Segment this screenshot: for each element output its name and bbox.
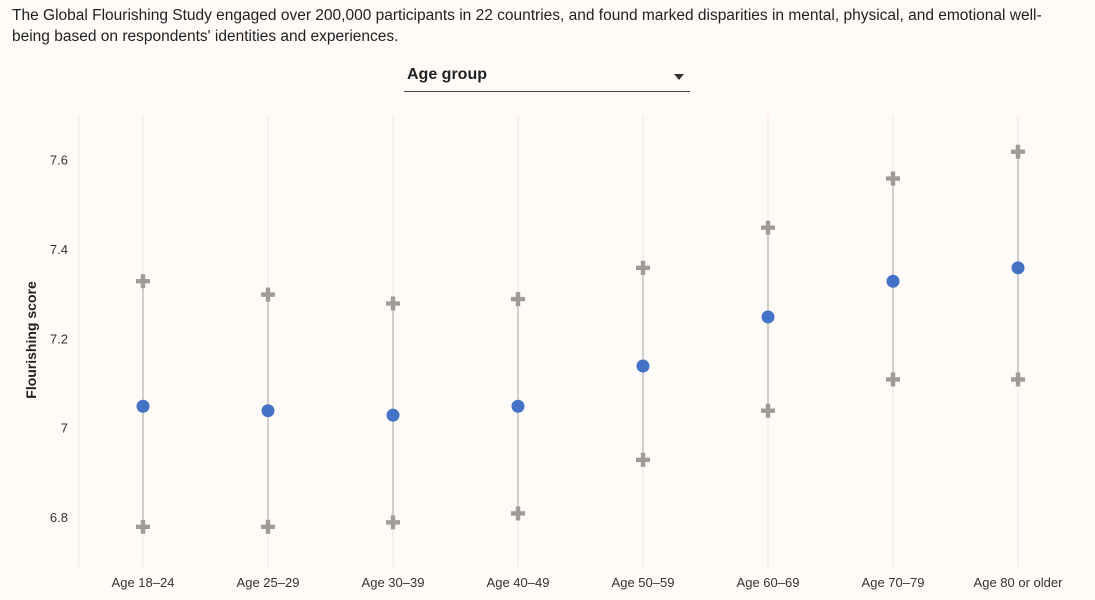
mean-point — [511, 399, 525, 413]
lower-bound-marker — [636, 452, 650, 467]
lower-bound-marker — [761, 403, 775, 418]
upper-bound-marker — [386, 296, 400, 311]
plus-vertical — [890, 171, 896, 186]
upper-bound-marker — [511, 292, 525, 307]
x-tick-label: Age 30–39 — [362, 575, 425, 590]
marker-layer — [136, 144, 1025, 534]
lower-bound-marker — [386, 515, 400, 530]
y-tick-label: 7.4 — [50, 242, 68, 257]
plus-vertical — [265, 519, 271, 534]
mean-point — [386, 408, 400, 422]
y-tick-label: 6.8 — [50, 510, 68, 525]
grid-layer — [78, 116, 1019, 567]
mean-point — [136, 399, 150, 413]
upper-bound-marker — [136, 274, 150, 289]
plus-vertical — [140, 274, 146, 289]
x-tick-label: Age 80 or older — [974, 575, 1064, 590]
mean-point — [761, 310, 775, 324]
plus-vertical — [1015, 144, 1021, 159]
x-tick-label: Age 60–69 — [737, 575, 800, 590]
plus-vertical — [640, 452, 646, 467]
y-axis-label: Flourishing score — [23, 281, 39, 399]
lower-bound-marker — [511, 506, 525, 521]
upper-bound-marker — [886, 171, 900, 186]
y-tick-label: 7.6 — [50, 153, 68, 168]
upper-bound-marker — [261, 287, 275, 302]
x-tick-label: Age 18–24 — [112, 575, 175, 590]
mean-point — [261, 404, 275, 418]
y-axis: 6.8 7 7.2 7.4 7.6 — [50, 153, 68, 525]
y-tick-label: 7 — [61, 421, 68, 436]
plus-vertical — [265, 287, 271, 302]
plus-vertical — [390, 515, 396, 530]
x-tick-label: Age 40–49 — [487, 575, 550, 590]
group-by-dropdown[interactable]: Age group — [404, 64, 690, 92]
lower-bound-marker — [136, 519, 150, 534]
plus-vertical — [140, 519, 146, 534]
mean-point — [886, 274, 900, 288]
mean-point — [636, 359, 650, 373]
intro-text: The Global Flourishing Study engaged ove… — [12, 7, 1042, 45]
lower-bound-marker — [261, 519, 275, 534]
lower-bound-marker — [1011, 372, 1025, 387]
plus-vertical — [640, 260, 646, 275]
x-tick-label: Age 70–79 — [862, 575, 925, 590]
x-axis: Age 18–24 Age 25–29 Age 30–39 Age 40–49 Age … — [112, 575, 1064, 590]
mean-point — [1011, 261, 1025, 275]
plus-vertical — [515, 506, 521, 521]
dropdown-selected-label: Age group — [407, 66, 487, 83]
plus-vertical — [765, 403, 771, 418]
plus-vertical — [765, 220, 771, 235]
plus-vertical — [515, 292, 521, 307]
x-tick-label: Age 25–29 — [237, 575, 300, 590]
plus-vertical — [1015, 372, 1021, 387]
upper-bound-marker — [1011, 144, 1025, 159]
plus-vertical — [890, 372, 896, 387]
upper-bound-marker — [761, 220, 775, 235]
upper-bound-marker — [636, 260, 650, 275]
x-tick-label: Age 50–59 — [612, 575, 675, 590]
caret-down-icon — [674, 74, 684, 80]
y-tick-label: 7.2 — [50, 331, 68, 346]
plus-vertical — [390, 296, 396, 311]
lower-bound-marker — [886, 372, 900, 387]
range-layer — [142, 151, 1019, 527]
